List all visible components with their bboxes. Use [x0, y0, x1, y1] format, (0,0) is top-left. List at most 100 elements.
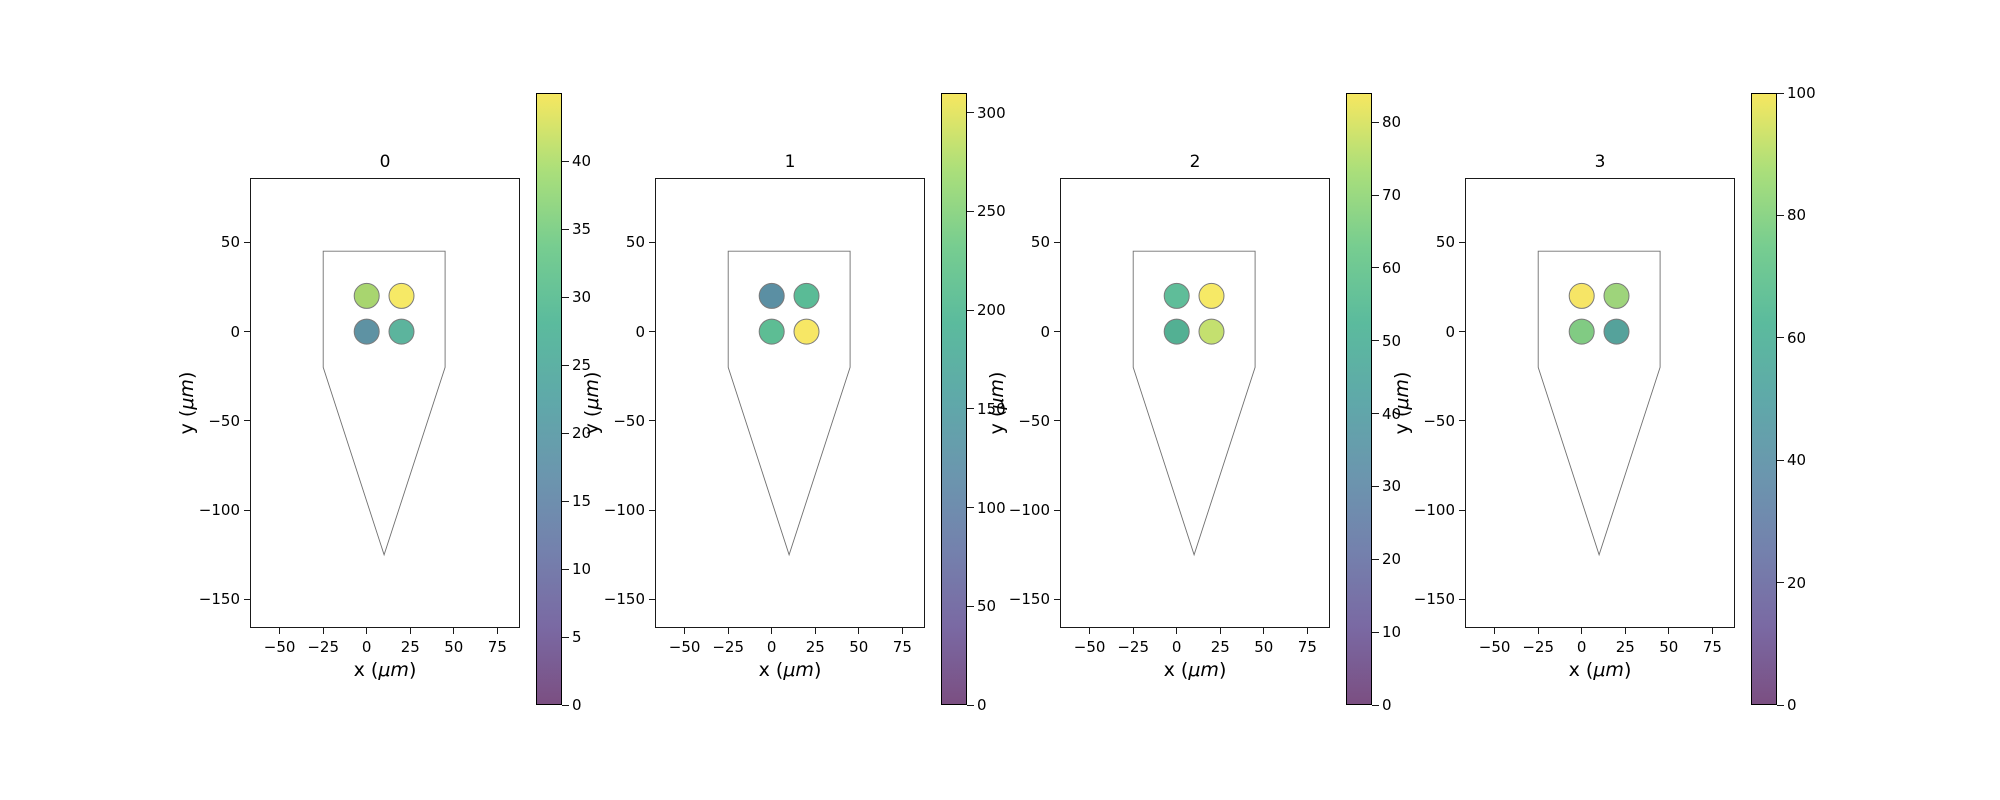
x-tick-label: 0 — [1576, 638, 1587, 656]
x-tick-label: −50 — [668, 638, 701, 656]
colorbar-tick-label: 0 — [1382, 696, 1392, 714]
x-tick — [1711, 628, 1713, 634]
x-tick-label: 0 — [1171, 638, 1182, 656]
colorbar-tick-label: 70 — [1382, 186, 1402, 204]
contact-circle — [1163, 282, 1190, 309]
colorbar-tick-label: 10 — [1382, 623, 1402, 642]
subplot-title: 2 — [1189, 152, 1201, 172]
colorbar-tick-label: 50 — [977, 597, 997, 616]
contact-circle — [1603, 318, 1630, 345]
colorbar-tick-label: 200 — [977, 301, 1006, 320]
colorbar-tick — [967, 507, 974, 509]
colorbar-tick — [562, 500, 569, 502]
x-tick-label: 0 — [766, 638, 777, 656]
contact-circle — [1198, 282, 1225, 309]
contact-circle — [1163, 318, 1190, 345]
colorbar-tick-label: 250 — [977, 202, 1006, 221]
y-tick-label: −50 — [208, 411, 240, 430]
colorbar-tick-label: 0 — [572, 696, 582, 714]
label-text: ) — [581, 371, 603, 380]
colorbar-tick — [562, 296, 569, 298]
x-tick — [1306, 628, 1308, 634]
contact-circle — [793, 318, 820, 345]
colorbar-tick-label: 100 — [977, 498, 1006, 517]
x-tick-label: 50 — [1659, 638, 1679, 656]
colorbar-tick-label: 300 — [977, 103, 1006, 122]
colorbar-tick — [562, 160, 569, 162]
y-axis-label: y (μm) — [176, 372, 198, 435]
x-tick — [727, 628, 729, 634]
y-tick-label: 0 — [635, 322, 645, 341]
x-tick — [1494, 628, 1496, 634]
x-tick — [453, 628, 455, 634]
y-tick — [649, 331, 655, 333]
y-axis-label: y (μm) — [986, 372, 1008, 435]
y-tick-label: −150 — [603, 590, 645, 609]
colorbar-tick — [967, 605, 974, 607]
y-tick — [1459, 331, 1465, 333]
y-tick-label: −100 — [1413, 501, 1455, 520]
x-tick-label: 25 — [1615, 638, 1635, 656]
colorbar — [1346, 93, 1372, 705]
y-tick-label: 0 — [1040, 322, 1050, 341]
colorbar-tick-label: 50 — [1382, 331, 1402, 350]
label-text: x ( — [758, 659, 784, 681]
contact-circle — [353, 282, 380, 309]
colorbar-tick-label: 20 — [1382, 550, 1402, 569]
x-tick-label: 25 — [400, 638, 420, 656]
x-tick — [771, 628, 773, 634]
x-tick-label: 75 — [1297, 638, 1317, 656]
colorbar-tick-label: 30 — [572, 288, 592, 306]
x-axis-label: x (μm) — [1164, 659, 1227, 681]
y-tick-label: 50 — [1030, 233, 1050, 252]
colorbar-tick-label: 35 — [572, 220, 592, 238]
y-tick-label: −100 — [603, 501, 645, 520]
colorbar-tick-label: 20 — [572, 424, 592, 442]
colorbar-tick-label: 150 — [977, 399, 1006, 418]
colorbar-tick-label: 60 — [1787, 328, 1807, 347]
colorbar-tick-label: 40 — [572, 152, 592, 170]
colorbar-tick — [562, 228, 569, 230]
contact-circle — [388, 318, 415, 345]
colorbar-tick — [967, 408, 974, 410]
y-tick — [1459, 509, 1465, 511]
label-text: ) — [813, 659, 822, 681]
colorbar-tick — [562, 568, 569, 570]
x-tick-label: −50 — [1073, 638, 1106, 656]
y-tick-label: −150 — [198, 590, 240, 609]
y-tick — [1054, 598, 1060, 600]
colorbar-tick-label: 100 — [1787, 84, 1816, 102]
label-text: x ( — [1568, 659, 1594, 681]
colorbar-tick-label: 40 — [1787, 451, 1807, 470]
y-tick-label: 50 — [625, 233, 645, 252]
label-text: ) — [408, 659, 417, 681]
x-tick-label: 50 — [444, 638, 464, 656]
y-tick — [1054, 331, 1060, 333]
x-tick-label: 50 — [849, 638, 869, 656]
y-tick — [1459, 598, 1465, 600]
x-tick-label: 25 — [1210, 638, 1230, 656]
x-tick — [366, 628, 368, 634]
y-tick-label: −50 — [1018, 411, 1050, 430]
x-tick-label: 75 — [1702, 638, 1722, 656]
y-tick — [1054, 241, 1060, 243]
y-tick — [1054, 509, 1060, 511]
x-tick — [279, 628, 281, 634]
y-tick-label: 0 — [230, 322, 240, 341]
colorbar-tick — [1777, 582, 1784, 584]
label-text: ) — [1218, 659, 1227, 681]
contact-circle — [353, 318, 380, 345]
x-tick — [1581, 628, 1583, 634]
colorbar-tick — [1372, 194, 1379, 196]
contact-circle — [1603, 282, 1630, 309]
colorbar-tick-label: 15 — [572, 492, 592, 510]
x-tick-label: 75 — [487, 638, 507, 656]
colorbar-tick — [562, 432, 569, 434]
y-tick — [1459, 241, 1465, 243]
colorbar-tick — [967, 309, 974, 311]
colorbar-tick — [1372, 413, 1379, 415]
colorbar-tick-label: 30 — [1382, 477, 1402, 496]
probe-drawing — [1132, 250, 1256, 557]
colorbar-tick — [1372, 340, 1379, 342]
